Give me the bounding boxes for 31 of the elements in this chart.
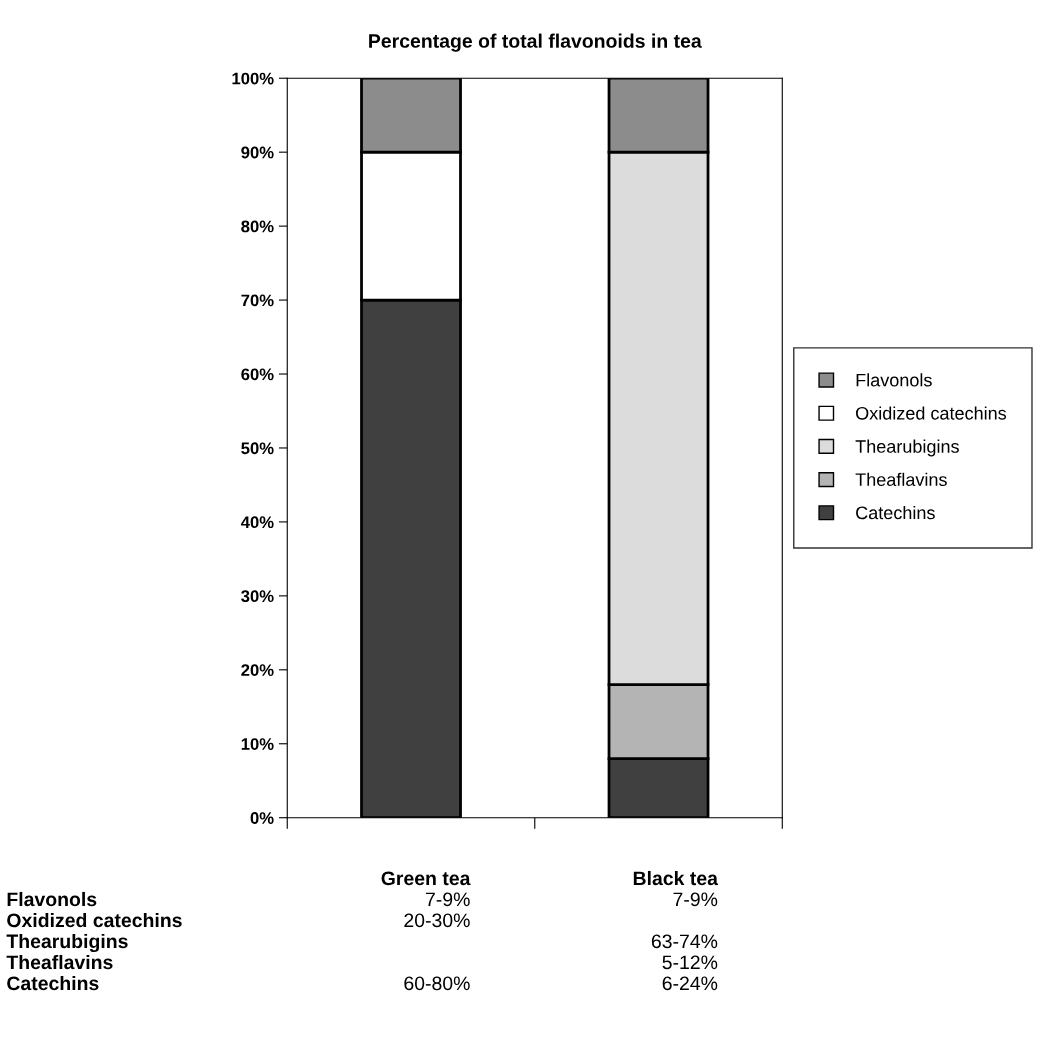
y-tick-label: 40% bbox=[240, 516, 274, 529]
legend-label: Catechins bbox=[856, 505, 935, 520]
text: 7-9% bbox=[673, 892, 718, 907]
text: Thearubigins bbox=[6, 933, 128, 953]
y-tick-label: 10% bbox=[241, 738, 274, 750]
text: Theaflavins bbox=[6, 954, 113, 970]
text: 63-74% bbox=[651, 934, 718, 949]
legend-label: Flavonols bbox=[856, 373, 932, 387]
y-tick-label: 90% bbox=[241, 146, 274, 159]
y-tick-label: 50% bbox=[241, 442, 274, 455]
text: 5-12% bbox=[662, 955, 718, 970]
text: Oxidized catechins bbox=[7, 912, 182, 928]
legend-label: Oxidized catechins bbox=[856, 406, 1007, 420]
chart-title: Percentage of total flavonoids in tea bbox=[369, 33, 702, 52]
text: 7-9% bbox=[426, 892, 470, 907]
text: 6-24% bbox=[662, 976, 718, 991]
text: Flavonols bbox=[7, 891, 97, 907]
y-tick-label: 70% bbox=[241, 294, 274, 307]
y-tick-label: 0% bbox=[250, 812, 274, 824]
text: 60-80% bbox=[404, 976, 470, 991]
text: Catechins bbox=[7, 975, 99, 991]
legend-label: Thearubigins bbox=[855, 439, 959, 457]
y-tick-label: 100% bbox=[232, 72, 274, 85]
y-tick-label: 60% bbox=[241, 368, 274, 381]
legend-label: Theaflavins bbox=[855, 472, 947, 487]
x-tick-label: Green tea bbox=[381, 871, 471, 886]
x-tick-label: Black tea bbox=[633, 870, 719, 886]
y-tick-label: 30% bbox=[241, 590, 274, 603]
y-tick-label: 20% bbox=[241, 664, 274, 677]
text: 20-30% bbox=[404, 913, 470, 928]
y-tick-label: 80% bbox=[241, 220, 274, 233]
